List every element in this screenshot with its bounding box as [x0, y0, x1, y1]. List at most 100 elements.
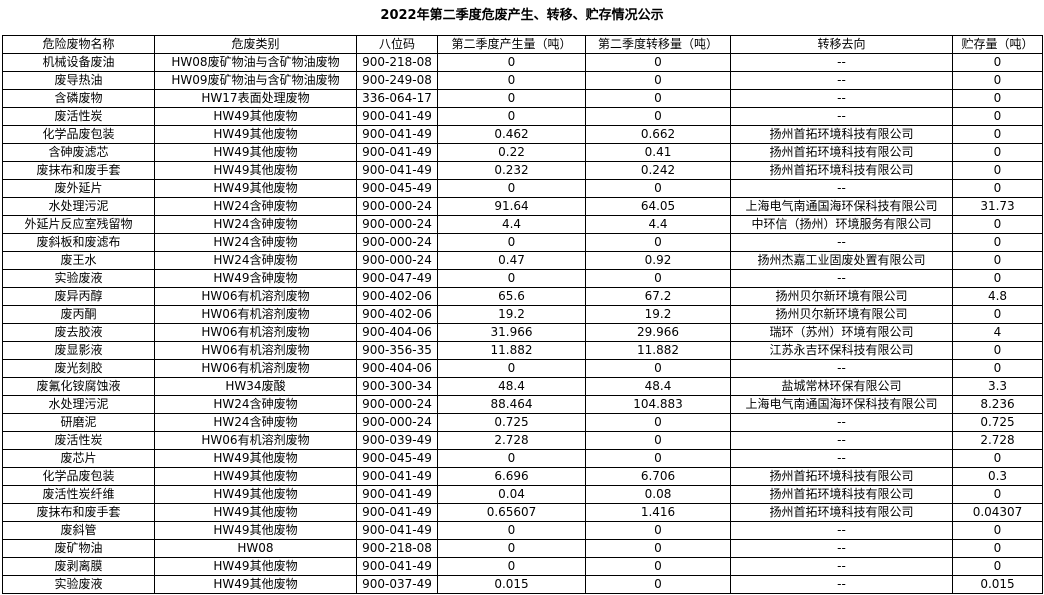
- cell-waste-name: 废丙酮: [2, 305, 155, 324]
- table-row: 废氟化铵腐蚀液 HW34废酸 900-300-34 48.4 48.4 盐城常林环保有限公…: [2, 377, 1043, 396]
- table-row: 废王水 HW24含砷废物 900-000-24 0.47 0.92 扬州杰嘉工业固废处置有…: [2, 251, 1043, 270]
- cell-eight-digit-code: 900-000-24: [356, 251, 438, 270]
- table-body: 机械设备废油 HW08废矿物油与含矿物油废物 900-218-08 0 0 -- 0 废导热油…: [2, 53, 1043, 594]
- cell-transfer-destination: 江苏永吉环保科技有限公司: [730, 341, 953, 360]
- cell-transfer-destination: --: [730, 557, 953, 576]
- cell-waste-name: 废外延片: [2, 179, 155, 198]
- cell-q2-transferred: 0: [585, 107, 731, 126]
- cell-q2-generated: 0.015: [437, 575, 586, 594]
- cell-storage-amount: 0: [952, 125, 1043, 144]
- cell-waste-name: 含磷废物: [2, 89, 155, 108]
- cell-waste-name: 废活性炭: [2, 431, 155, 450]
- header-waste-name: 危险废物名称: [2, 35, 155, 54]
- cell-q2-transferred: 0.662: [585, 125, 731, 144]
- cell-transfer-destination: 上海电气南通国海环保科技有限公司: [730, 197, 953, 216]
- cell-waste-name: 水处理污泥: [2, 395, 155, 414]
- table-row: 废抹布和废手套 HW49其他废物 900-041-49 0.232 0.242 扬州首拓环…: [2, 161, 1043, 180]
- cell-transfer-destination: 中环信（扬州）环境服务有限公司: [730, 215, 953, 234]
- cell-storage-amount: 0.015: [952, 575, 1043, 594]
- cell-q2-generated: 0: [437, 71, 586, 90]
- cell-waste-name: 含砷废滤芯: [2, 143, 155, 162]
- cell-waste-name: 水处理污泥: [2, 197, 155, 216]
- cell-eight-digit-code: 900-249-08: [356, 71, 438, 90]
- cell-q2-transferred: 0: [585, 269, 731, 288]
- cell-q2-generated: 65.6: [437, 287, 586, 306]
- cell-q2-transferred: 29.966: [585, 323, 731, 342]
- cell-storage-amount: 0: [952, 233, 1043, 252]
- cell-transfer-destination: --: [730, 53, 953, 72]
- cell-waste-category: HW49其他废物: [154, 467, 357, 486]
- table-row: 废斜管 HW49其他废物 900-041-49 0 0 -- 0: [2, 521, 1043, 540]
- header-q2-transferred: 第二季度转移量（吨）: [585, 35, 731, 54]
- cell-waste-category: HW49其他废物: [154, 179, 357, 198]
- cell-waste-category: HW49其他废物: [154, 503, 357, 522]
- cell-q2-transferred: 0: [585, 557, 731, 576]
- cell-storage-amount: 0: [952, 521, 1043, 540]
- cell-eight-digit-code: 900-404-06: [356, 359, 438, 378]
- cell-q2-generated: 6.696: [437, 467, 586, 486]
- cell-waste-category: HW49其他废物: [154, 521, 357, 540]
- cell-transfer-destination: 扬州杰嘉工业固废处置有限公司: [730, 251, 953, 270]
- cell-storage-amount: 4.8: [952, 287, 1043, 306]
- cell-q2-generated: 91.64: [437, 197, 586, 216]
- cell-q2-transferred: 0: [585, 449, 731, 468]
- cell-waste-category: HW06有机溶剂废物: [154, 305, 357, 324]
- cell-transfer-destination: --: [730, 107, 953, 126]
- cell-waste-name: 废抹布和废手套: [2, 161, 155, 180]
- cell-transfer-destination: 扬州贝尔新环境有限公司: [730, 287, 953, 306]
- table-row: 废去胶液 HW06有机溶剂废物 900-404-06 31.966 29.966 瑞环（苏…: [2, 323, 1043, 342]
- cell-q2-transferred: 67.2: [585, 287, 731, 306]
- cell-transfer-destination: --: [730, 233, 953, 252]
- cell-waste-category: HW09废矿物油与含矿物油废物: [154, 71, 357, 90]
- cell-eight-digit-code: 336-064-17: [356, 89, 438, 108]
- cell-storage-amount: 0: [952, 305, 1043, 324]
- cell-transfer-destination: --: [730, 449, 953, 468]
- cell-eight-digit-code: 900-356-35: [356, 341, 438, 360]
- cell-waste-name: 废斜管: [2, 521, 155, 540]
- cell-storage-amount: 0: [952, 359, 1043, 378]
- cell-q2-generated: 11.882: [437, 341, 586, 360]
- cell-waste-name: 废活性炭纤维: [2, 485, 155, 504]
- header-q2-generated: 第二季度产生量（吨）: [437, 35, 586, 54]
- cell-q2-generated: 0.47: [437, 251, 586, 270]
- header-transfer-destination: 转移去向: [730, 35, 953, 54]
- cell-q2-transferred: 0: [585, 431, 731, 450]
- cell-waste-name: 化学品废包装: [2, 467, 155, 486]
- cell-q2-generated: 0.04: [437, 485, 586, 504]
- cell-transfer-destination: --: [730, 539, 953, 558]
- cell-storage-amount: 0: [952, 107, 1043, 126]
- cell-eight-digit-code: 900-041-49: [356, 161, 438, 180]
- header-storage-amount: 贮存量（吨）: [952, 35, 1043, 54]
- cell-eight-digit-code: 900-218-08: [356, 539, 438, 558]
- cell-q2-generated: 0: [437, 521, 586, 540]
- cell-waste-category: HW06有机溶剂废物: [154, 359, 357, 378]
- cell-storage-amount: 0: [952, 557, 1043, 576]
- cell-storage-amount: 0: [952, 71, 1043, 90]
- cell-q2-transferred: 0.92: [585, 251, 731, 270]
- table-row: 化学品废包装 HW49其他废物 900-041-49 6.696 6.706 扬州首拓环境…: [2, 467, 1043, 486]
- table-row: 废活性炭 HW06有机溶剂废物 900-039-49 2.728 0 -- 2.728: [2, 431, 1043, 450]
- cell-storage-amount: 0: [952, 485, 1043, 504]
- cell-waste-name: 废王水: [2, 251, 155, 270]
- cell-waste-name: 机械设备废油: [2, 53, 155, 72]
- cell-eight-digit-code: 900-041-49: [356, 107, 438, 126]
- cell-eight-digit-code: 900-045-49: [356, 449, 438, 468]
- cell-waste-category: HW06有机溶剂废物: [154, 431, 357, 450]
- cell-storage-amount: 0: [952, 143, 1043, 162]
- cell-q2-generated: 48.4: [437, 377, 586, 396]
- cell-q2-generated: 0: [437, 557, 586, 576]
- table-row: 废显影液 HW06有机溶剂废物 900-356-35 11.882 11.882 江苏永吉…: [2, 341, 1043, 360]
- cell-waste-category: HW49其他废物: [154, 557, 357, 576]
- table-row: 废活性炭 HW49其他废物 900-041-49 0 0 -- 0: [2, 107, 1043, 126]
- cell-storage-amount: 4: [952, 323, 1043, 342]
- cell-transfer-destination: --: [730, 71, 953, 90]
- cell-waste-category: HW24含砷废物: [154, 233, 357, 252]
- cell-eight-digit-code: 900-045-49: [356, 179, 438, 198]
- cell-eight-digit-code: 900-300-34: [356, 377, 438, 396]
- cell-waste-name: 废光刻胶: [2, 359, 155, 378]
- cell-storage-amount: 0: [952, 269, 1043, 288]
- cell-q2-transferred: 0.41: [585, 143, 731, 162]
- cell-eight-digit-code: 900-041-49: [356, 467, 438, 486]
- cell-eight-digit-code: 900-041-49: [356, 521, 438, 540]
- hazardous-waste-table: 危险废物名称 危废类别 八位码 第二季度产生量（吨） 第二季度转移量（吨） 转移去向 贮存量…: [2, 35, 1043, 594]
